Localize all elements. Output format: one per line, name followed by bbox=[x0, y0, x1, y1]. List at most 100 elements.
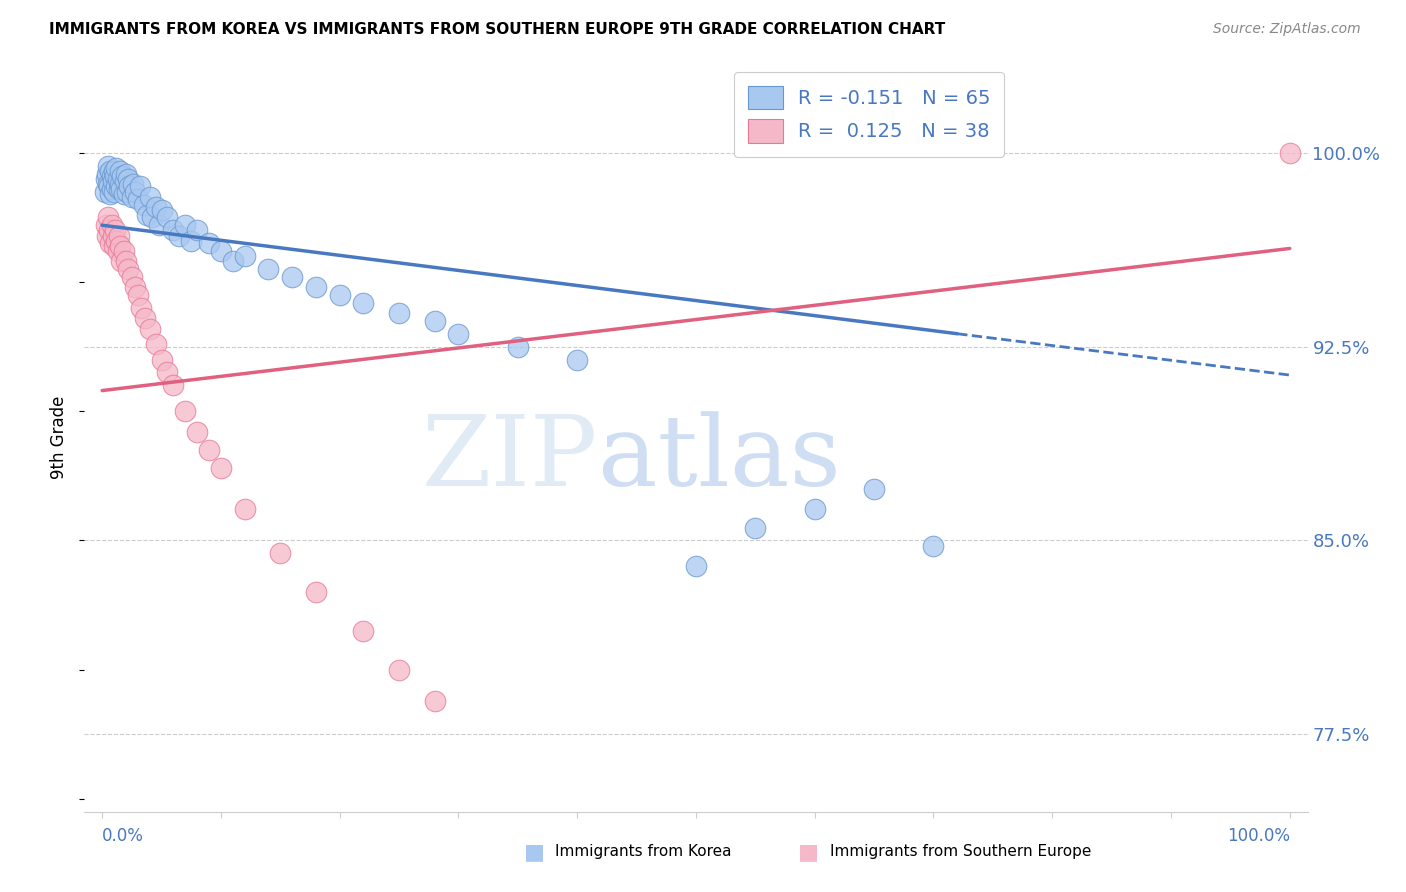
Point bbox=[118, 179, 141, 194]
Point bbox=[863, 482, 886, 496]
Point bbox=[156, 211, 179, 225]
Point bbox=[100, 218, 122, 232]
Point bbox=[162, 378, 184, 392]
Point bbox=[180, 234, 202, 248]
Point bbox=[98, 179, 121, 194]
Point bbox=[105, 234, 128, 248]
Point bbox=[114, 174, 136, 188]
Point bbox=[305, 585, 328, 599]
Y-axis label: 9th Grade: 9th Grade bbox=[51, 395, 69, 479]
Point bbox=[100, 169, 122, 183]
Point bbox=[97, 177, 120, 191]
Point bbox=[148, 218, 170, 232]
Point bbox=[198, 442, 221, 457]
Point bbox=[124, 280, 146, 294]
Point bbox=[233, 249, 256, 263]
Text: Source: ZipAtlas.com: Source: ZipAtlas.com bbox=[1213, 22, 1361, 37]
Legend: R = -0.151   N = 65, R =  0.125   N = 38: R = -0.151 N = 65, R = 0.125 N = 38 bbox=[734, 72, 1004, 157]
Point bbox=[112, 187, 135, 202]
Text: ZIP: ZIP bbox=[422, 412, 598, 508]
Point bbox=[922, 539, 945, 553]
Point bbox=[132, 197, 155, 211]
Point bbox=[98, 223, 121, 237]
Point bbox=[108, 239, 131, 253]
Point bbox=[186, 223, 208, 237]
Point bbox=[122, 177, 145, 191]
Point bbox=[117, 171, 139, 186]
Point bbox=[162, 223, 184, 237]
Point bbox=[281, 269, 304, 284]
Point bbox=[104, 169, 127, 183]
Point bbox=[104, 223, 127, 237]
Point bbox=[94, 171, 117, 186]
Point bbox=[96, 167, 118, 181]
Point bbox=[115, 167, 138, 181]
Point bbox=[388, 306, 411, 320]
Point bbox=[269, 546, 291, 560]
Point bbox=[107, 228, 129, 243]
Point bbox=[803, 502, 825, 516]
Point bbox=[115, 254, 138, 268]
Point bbox=[107, 244, 129, 258]
Point bbox=[174, 218, 197, 232]
Point bbox=[105, 179, 128, 194]
Point bbox=[222, 254, 245, 268]
Text: 0.0%: 0.0% bbox=[103, 827, 143, 846]
Point bbox=[744, 520, 766, 534]
Point bbox=[97, 211, 120, 225]
Point bbox=[329, 288, 352, 302]
Point bbox=[127, 193, 149, 207]
Point bbox=[134, 311, 156, 326]
Point bbox=[257, 262, 280, 277]
Text: Immigrants from Korea: Immigrants from Korea bbox=[555, 845, 733, 859]
Point bbox=[198, 236, 221, 251]
Point bbox=[108, 177, 131, 191]
Point bbox=[352, 624, 374, 638]
Point bbox=[110, 182, 132, 196]
Point bbox=[145, 200, 167, 214]
Point bbox=[305, 280, 328, 294]
Point bbox=[101, 228, 124, 243]
Point bbox=[423, 314, 446, 328]
Text: ■: ■ bbox=[524, 842, 544, 862]
Point bbox=[105, 161, 128, 176]
Point bbox=[138, 321, 160, 335]
Point bbox=[141, 211, 163, 225]
Point bbox=[127, 288, 149, 302]
Point bbox=[100, 164, 122, 178]
Point bbox=[97, 159, 120, 173]
Point bbox=[447, 326, 470, 341]
Point bbox=[96, 228, 118, 243]
Point bbox=[233, 502, 256, 516]
Point bbox=[101, 174, 124, 188]
Point bbox=[111, 169, 134, 183]
Point bbox=[156, 366, 179, 380]
Text: ■: ■ bbox=[799, 842, 818, 862]
Point bbox=[506, 340, 529, 354]
Point bbox=[388, 663, 411, 677]
Point bbox=[100, 182, 122, 196]
Point bbox=[129, 179, 152, 194]
Point bbox=[103, 185, 125, 199]
Point bbox=[352, 295, 374, 310]
Point bbox=[150, 352, 173, 367]
Point bbox=[138, 190, 160, 204]
Point bbox=[121, 269, 143, 284]
Point bbox=[1278, 145, 1301, 160]
Point bbox=[209, 461, 232, 475]
Point bbox=[685, 559, 707, 574]
Point bbox=[150, 202, 173, 217]
Point bbox=[169, 228, 191, 243]
Point bbox=[131, 301, 153, 315]
Point bbox=[145, 337, 167, 351]
Point bbox=[112, 244, 135, 258]
Text: 100.0%: 100.0% bbox=[1227, 827, 1289, 846]
Point bbox=[107, 182, 129, 196]
Point bbox=[103, 239, 125, 253]
Point bbox=[423, 693, 446, 707]
Point bbox=[94, 218, 117, 232]
Point bbox=[124, 185, 146, 199]
Point bbox=[107, 171, 129, 186]
Point bbox=[136, 208, 159, 222]
Point bbox=[186, 425, 208, 439]
